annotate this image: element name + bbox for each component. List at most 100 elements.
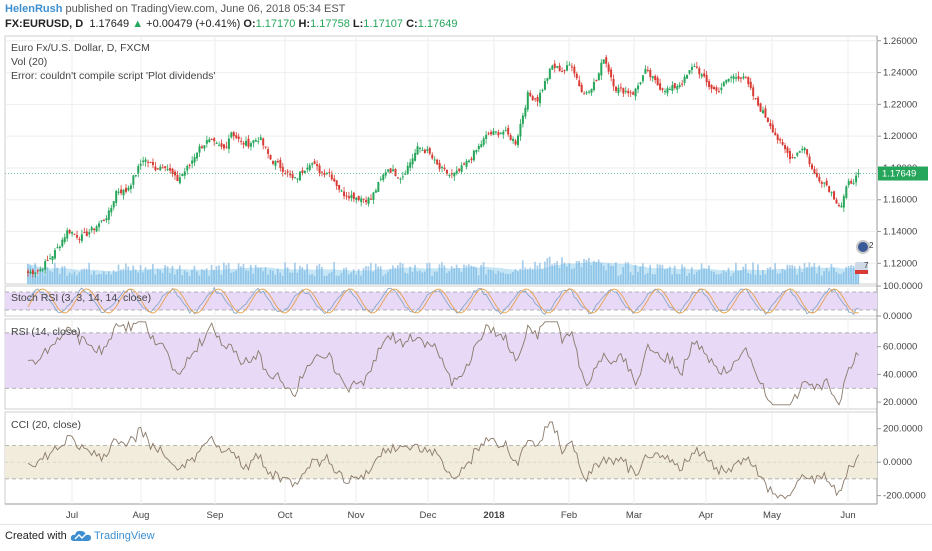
candle[interactable] bbox=[717, 87, 720, 93]
candle[interactable] bbox=[668, 86, 671, 91]
candle[interactable] bbox=[68, 228, 71, 235]
candle[interactable] bbox=[752, 84, 755, 101]
candle[interactable] bbox=[512, 136, 515, 144]
candle[interactable] bbox=[651, 75, 654, 82]
chart-area[interactable]: 1.260001.240001.220001.200001.180001.160… bbox=[0, 34, 932, 524]
candle[interactable] bbox=[61, 237, 64, 248]
candle[interactable] bbox=[556, 66, 559, 69]
candle[interactable] bbox=[102, 218, 105, 222]
candle[interactable] bbox=[558, 62, 561, 72]
candle[interactable] bbox=[840, 202, 843, 208]
candle[interactable] bbox=[78, 236, 81, 244]
candle[interactable] bbox=[455, 166, 458, 176]
candle[interactable] bbox=[240, 137, 243, 145]
candle[interactable] bbox=[786, 145, 789, 158]
candle[interactable] bbox=[149, 161, 152, 164]
candle[interactable] bbox=[615, 85, 617, 93]
candle[interactable] bbox=[656, 75, 659, 86]
candle[interactable] bbox=[51, 256, 54, 264]
candle[interactable] bbox=[703, 68, 706, 78]
candle[interactable] bbox=[521, 112, 524, 128]
candle[interactable] bbox=[134, 174, 137, 178]
candle[interactable] bbox=[367, 196, 370, 207]
candle[interactable] bbox=[595, 79, 598, 82]
candle[interactable] bbox=[720, 83, 723, 94]
candle[interactable] bbox=[151, 158, 154, 169]
candle[interactable] bbox=[634, 87, 637, 101]
candle[interactable] bbox=[543, 78, 546, 91]
candle[interactable] bbox=[622, 87, 625, 97]
candle[interactable] bbox=[191, 156, 194, 169]
candle[interactable] bbox=[232, 130, 235, 141]
candle[interactable] bbox=[762, 106, 764, 115]
candle[interactable] bbox=[49, 253, 52, 260]
price-axis[interactable]: 1.260001.240001.220001.200001.180001.160… bbox=[877, 36, 928, 502]
candle[interactable] bbox=[480, 140, 483, 148]
candle[interactable] bbox=[784, 142, 787, 154]
candle[interactable] bbox=[661, 87, 664, 93]
candle[interactable] bbox=[411, 153, 414, 169]
candle[interactable] bbox=[566, 60, 568, 72]
candle[interactable] bbox=[76, 230, 78, 240]
candle[interactable] bbox=[771, 120, 774, 133]
candle[interactable] bbox=[321, 171, 323, 177]
candle[interactable] bbox=[730, 75, 733, 83]
earnings-marker[interactable]: 7 bbox=[855, 261, 869, 274]
candle[interactable] bbox=[46, 255, 49, 262]
candle[interactable] bbox=[433, 156, 436, 164]
candle[interactable] bbox=[41, 268, 44, 272]
candle[interactable] bbox=[147, 159, 150, 168]
candle[interactable] bbox=[267, 146, 270, 159]
candle[interactable] bbox=[362, 198, 365, 204]
candle[interactable] bbox=[732, 73, 735, 84]
candle[interactable] bbox=[519, 119, 522, 141]
candle[interactable] bbox=[833, 190, 836, 200]
candle[interactable] bbox=[806, 149, 809, 158]
candle[interactable] bbox=[421, 147, 424, 151]
candle[interactable] bbox=[127, 185, 130, 192]
candle[interactable] bbox=[580, 82, 583, 93]
candle[interactable] bbox=[514, 138, 517, 146]
candle[interactable] bbox=[174, 169, 176, 180]
candle[interactable] bbox=[798, 150, 801, 153]
candle[interactable] bbox=[56, 243, 59, 249]
candle[interactable] bbox=[404, 170, 407, 175]
candle[interactable] bbox=[600, 59, 603, 81]
candle[interactable] bbox=[29, 269, 32, 275]
candle[interactable] bbox=[673, 82, 676, 90]
candle[interactable] bbox=[276, 158, 279, 164]
candle[interactable] bbox=[793, 157, 796, 159]
candle[interactable] bbox=[63, 233, 66, 245]
candle[interactable] bbox=[296, 178, 299, 183]
candle[interactable] bbox=[671, 81, 674, 94]
time-axis[interactable]: Jul Aug Sep Oct Nov Dec 2018 Feb Mar Apr May Jun bbox=[66, 510, 856, 521]
candle[interactable] bbox=[205, 135, 208, 148]
candle[interactable] bbox=[291, 170, 294, 181]
candle[interactable] bbox=[66, 227, 69, 242]
candle[interactable] bbox=[441, 165, 444, 173]
candle[interactable] bbox=[281, 162, 284, 177]
candle[interactable] bbox=[811, 162, 813, 171]
candle[interactable] bbox=[597, 72, 600, 81]
candle[interactable] bbox=[93, 228, 96, 235]
candle[interactable] bbox=[583, 91, 586, 95]
candle[interactable] bbox=[686, 74, 689, 79]
candle[interactable] bbox=[122, 189, 125, 200]
candle[interactable] bbox=[588, 90, 591, 95]
candle[interactable] bbox=[529, 90, 532, 98]
candle[interactable] bbox=[394, 168, 397, 177]
candle[interactable] bbox=[120, 185, 123, 196]
candle[interactable] bbox=[776, 133, 779, 144]
candle[interactable] bbox=[524, 104, 527, 119]
candle[interactable] bbox=[737, 71, 740, 82]
candle[interactable] bbox=[828, 185, 831, 193]
candle[interactable] bbox=[227, 134, 230, 154]
candle[interactable] bbox=[722, 80, 725, 87]
candle[interactable] bbox=[308, 162, 311, 172]
candle[interactable] bbox=[539, 89, 542, 107]
candle[interactable] bbox=[475, 149, 478, 155]
candle[interactable] bbox=[313, 158, 316, 165]
candle[interactable] bbox=[710, 84, 713, 93]
candle[interactable] bbox=[791, 153, 794, 159]
candle[interactable] bbox=[355, 197, 358, 204]
